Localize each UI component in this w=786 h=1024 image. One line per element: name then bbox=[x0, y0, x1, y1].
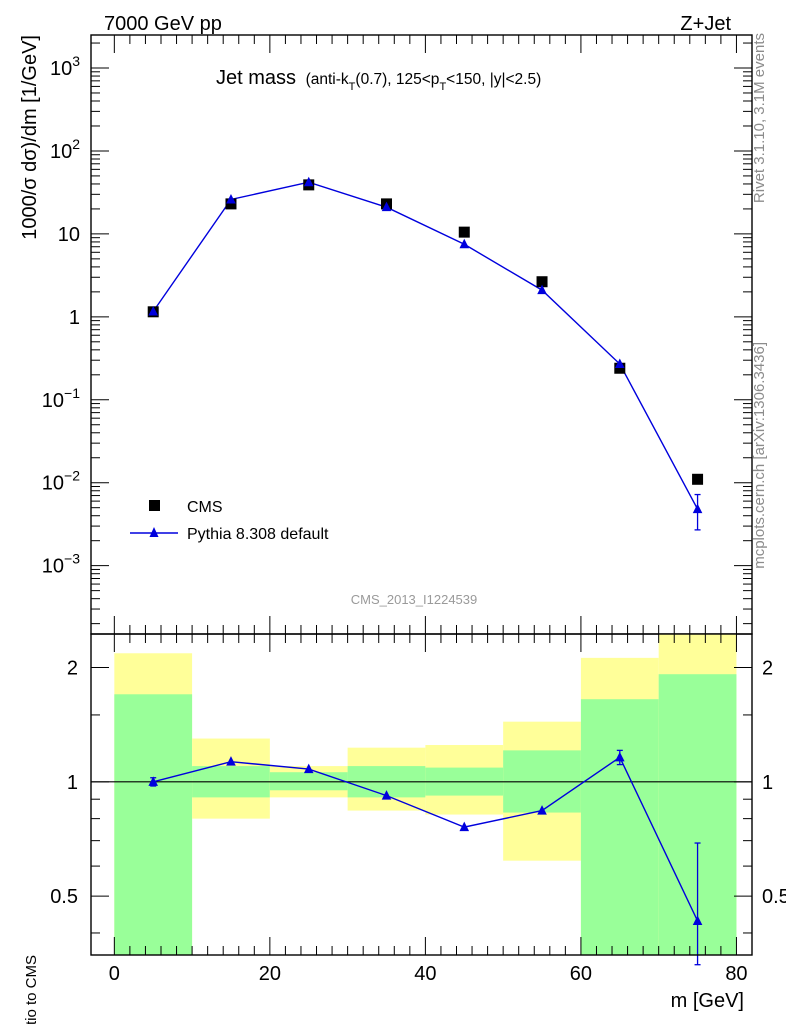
ratio-y-tick-label-right: 0.5 bbox=[762, 886, 786, 908]
main-plot-data bbox=[147, 176, 704, 531]
main-y-tick-label: 10−2 bbox=[42, 468, 80, 495]
x-tick-label: 60 bbox=[570, 963, 592, 985]
rivet-version-label: Rivet 3.1.10, 3.1M events bbox=[751, 33, 768, 203]
ratio-pythia-point bbox=[537, 805, 547, 815]
main-y-tick-label: 1 bbox=[69, 307, 80, 329]
ratio-plot-axes: 0.5 0.51 12 20 20 40 60 80 bbox=[50, 634, 786, 985]
cms-point bbox=[692, 473, 704, 485]
header-left: 7000 GeV pp bbox=[104, 13, 222, 35]
x-tick-label: 20 bbox=[259, 963, 281, 985]
pythia-point bbox=[226, 193, 236, 204]
ratio-y-tick-label: 2 bbox=[67, 657, 78, 679]
pythia-point bbox=[148, 305, 159, 316]
pythia-point bbox=[537, 284, 547, 295]
main-y-axis-label: 1000/σ dσ)/dm [1/GeV] bbox=[19, 35, 41, 240]
ratio-y-tick-label: 0.5 bbox=[50, 886, 78, 908]
main-y-tick-label: 10−1 bbox=[42, 385, 80, 412]
x-tick-label: 40 bbox=[414, 963, 436, 985]
pythia-point bbox=[692, 503, 703, 514]
main-plot-frame bbox=[90, 34, 753, 635]
ratio-pythia-point bbox=[381, 790, 392, 800]
pythia-point bbox=[303, 176, 314, 187]
header-right: Z+Jet bbox=[680, 13, 731, 35]
main-y-tick-label: 10−3 bbox=[42, 551, 80, 578]
ratio-pythia-point bbox=[692, 915, 703, 926]
legend-cms-marker bbox=[149, 500, 160, 511]
x-tick-label: 0 bbox=[109, 963, 120, 985]
ratio-plot-data bbox=[91, 634, 752, 966]
ratio-pythia-point bbox=[615, 751, 625, 762]
legend: CMS Pythia 8.308 default bbox=[130, 499, 329, 543]
pythia-point bbox=[381, 201, 392, 212]
ratio-pythia-point bbox=[226, 756, 236, 766]
plot-title: Jet mass (anti-kT(0.7), 125<pT<150, |y|<… bbox=[216, 67, 541, 93]
ratio-pythia-line bbox=[153, 756, 699, 922]
cms-point bbox=[614, 362, 626, 374]
x-tick-label: 80 bbox=[725, 963, 747, 985]
cms-point bbox=[458, 226, 470, 238]
pythia-point bbox=[459, 238, 470, 249]
ratio-y-tick-label: 1 bbox=[67, 772, 78, 794]
main-y-tick-label: 10 bbox=[58, 224, 80, 246]
ratio-y-tick-label-right: 1 bbox=[762, 772, 773, 794]
legend-pythia-marker bbox=[149, 527, 159, 537]
legend-pythia-label: Pythia 8.308 default bbox=[187, 526, 329, 543]
pythia-line bbox=[152, 181, 699, 510]
uncertainty-band-inner bbox=[114, 694, 193, 955]
x-axis-label: m [GeV] bbox=[671, 990, 744, 1012]
ratio-y-axis-label: Ratio to CMS bbox=[23, 955, 40, 1024]
main-y-tick-label: 103 bbox=[50, 53, 80, 80]
ratio-plot-frame bbox=[90, 633, 753, 956]
uncertainty-band-inner bbox=[580, 699, 659, 955]
cms-point bbox=[536, 276, 548, 288]
ratio-pythia-point bbox=[148, 776, 159, 786]
pythia-point bbox=[615, 358, 625, 368]
ratio-y-tick-label-right: 2 bbox=[762, 657, 773, 679]
ratio-plot: 0.5 0.51 12 20 20 40 60 80 bbox=[50, 633, 786, 985]
ratio-pythia-point bbox=[459, 821, 470, 832]
ratio-pythia-point bbox=[303, 763, 314, 774]
main-y-tick-label: 102 bbox=[50, 136, 80, 163]
analysis-id: CMS_2013_I1224539 bbox=[351, 592, 478, 607]
legend-cms-label: CMS bbox=[187, 499, 223, 516]
cms-point bbox=[225, 198, 237, 210]
mcplots-credit-label: mcplots.cern.ch [arXiv:1306.3436] bbox=[751, 342, 768, 569]
